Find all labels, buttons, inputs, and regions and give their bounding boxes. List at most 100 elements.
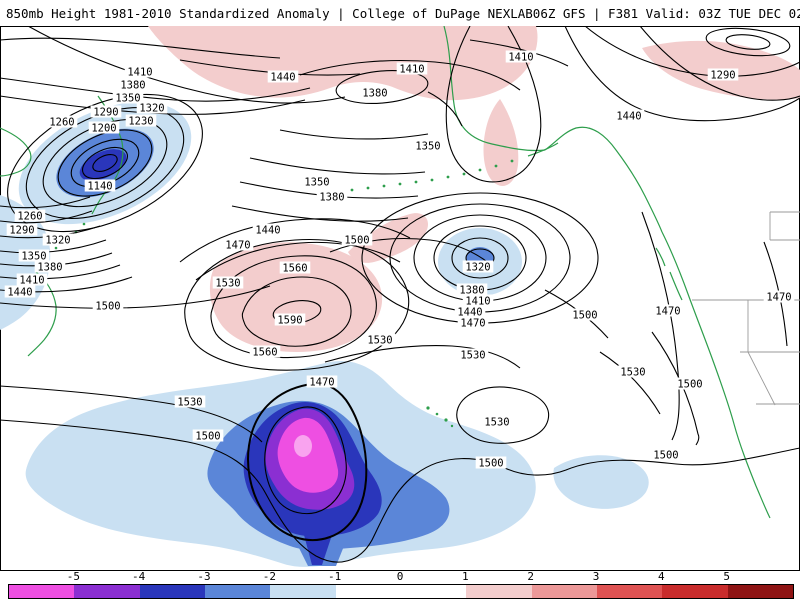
coastline-path (27, 271, 57, 357)
contour-line (195, 241, 401, 281)
contour-label: 1470 (457, 316, 489, 330)
colorbar-segment (139, 585, 205, 598)
positive-anomaly-region (209, 242, 383, 352)
contour-label-text: 1500 (344, 235, 369, 247)
contour-label-box (88, 121, 120, 134)
contour-label: 1320 (136, 101, 168, 115)
contour-label: 1440 (252, 223, 284, 237)
aleutian-island-dot (382, 184, 386, 188)
contour-label-text: 1530 (367, 335, 392, 347)
contour-label-box (267, 70, 299, 83)
contour-label-box (301, 175, 333, 188)
contour-line (445, 26, 542, 183)
contour-label-text: 1350 (21, 251, 46, 263)
contour-label-text: 1230 (128, 116, 153, 128)
contour-label: 1410 (505, 50, 537, 64)
contour-label-text: 1350 (115, 93, 140, 105)
contour-line (641, 211, 680, 441)
contour-label-box (396, 62, 428, 75)
contour-label: 1350 (18, 249, 50, 263)
contour-label: 1380 (117, 78, 149, 92)
contour-label: 1530 (364, 333, 396, 347)
contour-label: 1500 (475, 456, 507, 470)
contour-label-text: 1530 (177, 397, 202, 409)
contour-label-box (46, 115, 78, 128)
contour-label-text: 1140 (87, 181, 112, 193)
title-bar: 850mb Height 1981-2010 Standardized Anom… (0, 0, 800, 26)
hawaii-island-dot (426, 406, 430, 410)
contour-label-text: 1320 (465, 262, 490, 274)
contour-label: 1290 (707, 68, 739, 82)
colorbar-segment (335, 585, 401, 598)
contour-label-box (412, 139, 444, 152)
contour-line (0, 285, 271, 309)
aleutian-island-dot (398, 182, 402, 186)
contour-label-box (457, 316, 489, 329)
contour-label-text: 1530 (484, 417, 509, 429)
contour-lines-layer (0, 26, 800, 563)
contour-line (210, 255, 377, 359)
contour-label: 1500 (569, 308, 601, 322)
contour-label: 1440 (613, 109, 645, 123)
contour-line (241, 276, 352, 347)
contour-label: 1350 (301, 175, 333, 189)
contour-label: 1290 (90, 105, 122, 119)
colorbar-tick-label: -2 (262, 570, 276, 583)
contour-label-text: 1470 (225, 240, 250, 252)
colorbar-segment (466, 585, 532, 598)
contour-label-box (359, 86, 391, 99)
contour-label-text: 1260 (49, 117, 74, 129)
contour-line (0, 37, 281, 59)
aleutian-island-dot (350, 188, 354, 192)
hawaii-island-dot (435, 412, 439, 416)
coastline-path (544, 126, 663, 233)
aleutian-island-dot (430, 178, 434, 182)
contour-label-box (569, 308, 601, 321)
kuril-island-dot (54, 246, 58, 250)
colorbar-segment (270, 585, 336, 598)
contour-label-box (462, 260, 494, 273)
contour-label-box (252, 223, 284, 236)
colorbar-segment (662, 585, 728, 598)
contour-label-text: 1380 (120, 80, 145, 92)
contour-label: 1230 (125, 114, 157, 128)
contour-label: 1320 (462, 260, 494, 274)
contour-label-box (341, 233, 373, 246)
coastline-path (655, 247, 666, 267)
contour-label-text: 1350 (415, 141, 440, 153)
positive-anomaly-region (483, 99, 519, 186)
contour-label-box (274, 313, 306, 326)
contour-label-box (617, 365, 649, 378)
colorbar-tick-row: -5 -4 -3 -2 -1 0 1 2 3 4 5 (8, 570, 792, 583)
contour-line (0, 95, 306, 115)
contour-line (0, 419, 800, 563)
contour-label-text: 1290 (710, 70, 735, 82)
contour-line (184, 238, 410, 371)
contour-label-text: 1440 (7, 287, 32, 299)
contour-label-text: 1440 (270, 72, 295, 84)
contour-label-box (454, 305, 486, 318)
contour-label: 1500 (192, 429, 224, 443)
colorbar-segment (596, 585, 663, 598)
contour-label-box (117, 78, 149, 91)
contour-line (57, 129, 153, 197)
contour-label: 1440 (454, 305, 486, 319)
contour-label-box (6, 223, 38, 236)
contour-label-box (505, 50, 537, 63)
contour-line (231, 205, 409, 222)
contour-line (264, 406, 347, 515)
contour-label: 1560 (249, 345, 281, 359)
state-border-line (769, 211, 800, 241)
contour-line (299, 59, 521, 91)
contour-label-box (650, 448, 682, 461)
contour-label: 1380 (359, 86, 391, 100)
contour-label-text: 1530 (620, 367, 645, 379)
contour-line (427, 91, 463, 127)
contour-line (639, 26, 800, 101)
kuril-island-dot (82, 222, 86, 226)
contour-label: 1410 (396, 62, 428, 76)
contour-label-text: 1530 (215, 278, 240, 290)
contour-label: 1470 (306, 375, 338, 389)
